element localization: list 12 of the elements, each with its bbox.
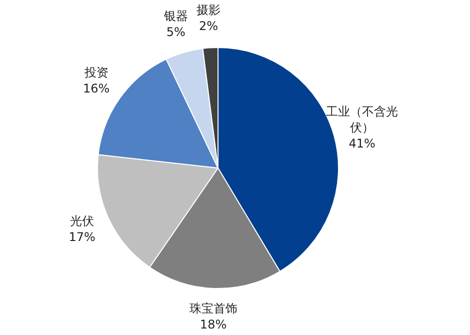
data-label: 2%: [199, 19, 218, 34]
slice-label: 光伏: [70, 214, 94, 228]
slice-label: 投资: [83, 65, 108, 80]
data-label: 18%: [200, 317, 227, 332]
data-label: 5%: [166, 24, 186, 39]
slice-label: 摄影: [196, 3, 221, 18]
slice-label: 银器: [162, 8, 188, 23]
data-label: 17%: [68, 230, 96, 244]
data-label: 41%: [348, 136, 376, 150]
data-label: 16%: [82, 81, 110, 96]
slice-label: 工业（不含光伏）: [326, 104, 398, 134]
slice-label: 珠宝首饰: [189, 301, 238, 316]
